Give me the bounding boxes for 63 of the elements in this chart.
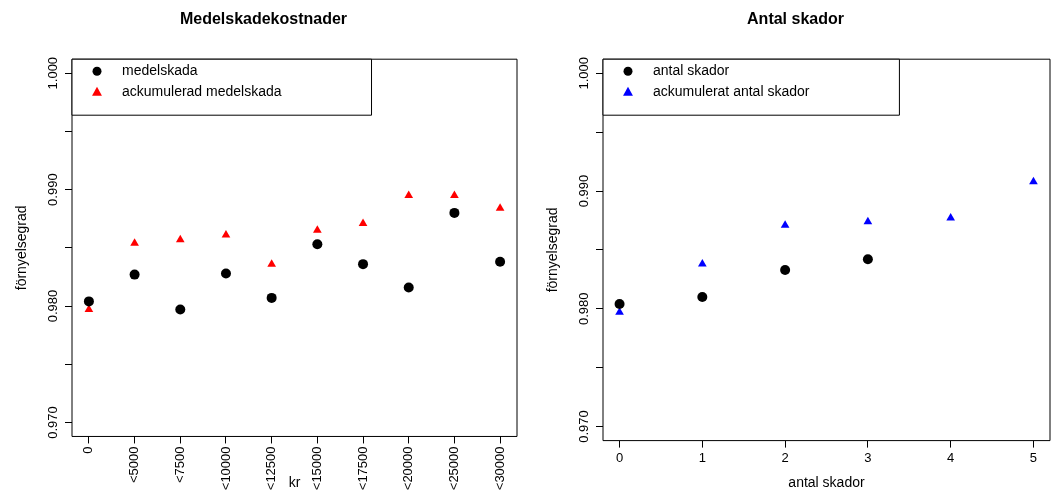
point xyxy=(266,292,277,303)
x-tick-label: <30000 xyxy=(491,446,507,491)
y-tick-label: 0.990 xyxy=(45,173,61,206)
point xyxy=(862,254,873,265)
point xyxy=(614,299,625,310)
legend-label: ackumulerad medelskada xyxy=(122,83,282,100)
x-tick-label: <12500 xyxy=(263,446,279,491)
chart-title: Medelskadekostnader xyxy=(179,10,348,28)
point xyxy=(698,259,707,267)
legend-label: ackumulerat antal skador xyxy=(653,83,810,100)
point xyxy=(780,220,790,228)
point xyxy=(129,269,140,280)
point xyxy=(697,291,708,302)
point xyxy=(863,216,873,225)
point xyxy=(780,264,791,275)
point xyxy=(175,304,186,315)
y-tick-label: 0.970 xyxy=(45,406,61,439)
x-tick-label: <20000 xyxy=(400,446,416,491)
x-tick-label: <10000 xyxy=(217,446,233,491)
x-axis-title: kr xyxy=(288,474,301,491)
x-tick-label: 0 xyxy=(615,449,624,465)
point xyxy=(449,207,460,218)
legend-label: medelskada xyxy=(122,62,198,79)
x-tick-label: <5000 xyxy=(126,446,142,483)
point xyxy=(450,190,459,198)
point xyxy=(946,213,955,221)
y-tick-label: 0.990 xyxy=(576,174,592,208)
point xyxy=(313,225,322,233)
point xyxy=(404,190,414,198)
point xyxy=(615,307,624,315)
point xyxy=(1029,176,1038,185)
point xyxy=(403,282,414,293)
point xyxy=(267,259,276,267)
point xyxy=(358,218,368,226)
point xyxy=(221,230,231,238)
point xyxy=(83,296,94,307)
x-tick-label: 2 xyxy=(781,449,789,465)
y-axis-title: förnyelsegrad xyxy=(13,205,30,291)
x-tick-label: 5 xyxy=(1029,449,1038,465)
x-tick-label: <15000 xyxy=(308,446,324,491)
y-tick-label: 1.000 xyxy=(45,56,61,90)
x-tick-label: 0 xyxy=(80,446,96,454)
y-tick-label: 0.980 xyxy=(576,292,592,326)
x-axis-title: antal skador xyxy=(788,474,865,491)
x-tick-label: <7500 xyxy=(171,446,187,483)
y-tick-label: 0.980 xyxy=(45,289,61,323)
point xyxy=(358,259,369,270)
x-tick-label: 1 xyxy=(698,449,706,465)
point xyxy=(175,234,185,243)
point xyxy=(495,256,506,267)
y-tick-label: 0.970 xyxy=(576,410,592,443)
y-tick-label: 1.000 xyxy=(576,57,592,90)
chart-title: Antal skador xyxy=(747,10,844,28)
y-axis-title: förnyelsegrad xyxy=(544,207,561,293)
x-tick-label: 4 xyxy=(947,449,955,465)
point xyxy=(312,239,323,250)
x-tick-label: <25000 xyxy=(445,446,461,491)
legend-label: antal skador xyxy=(653,62,730,79)
point xyxy=(220,268,231,279)
point xyxy=(495,203,505,211)
x-tick-label: 3 xyxy=(864,449,872,465)
x-tick-label: <17500 xyxy=(354,446,370,491)
point xyxy=(130,238,139,246)
